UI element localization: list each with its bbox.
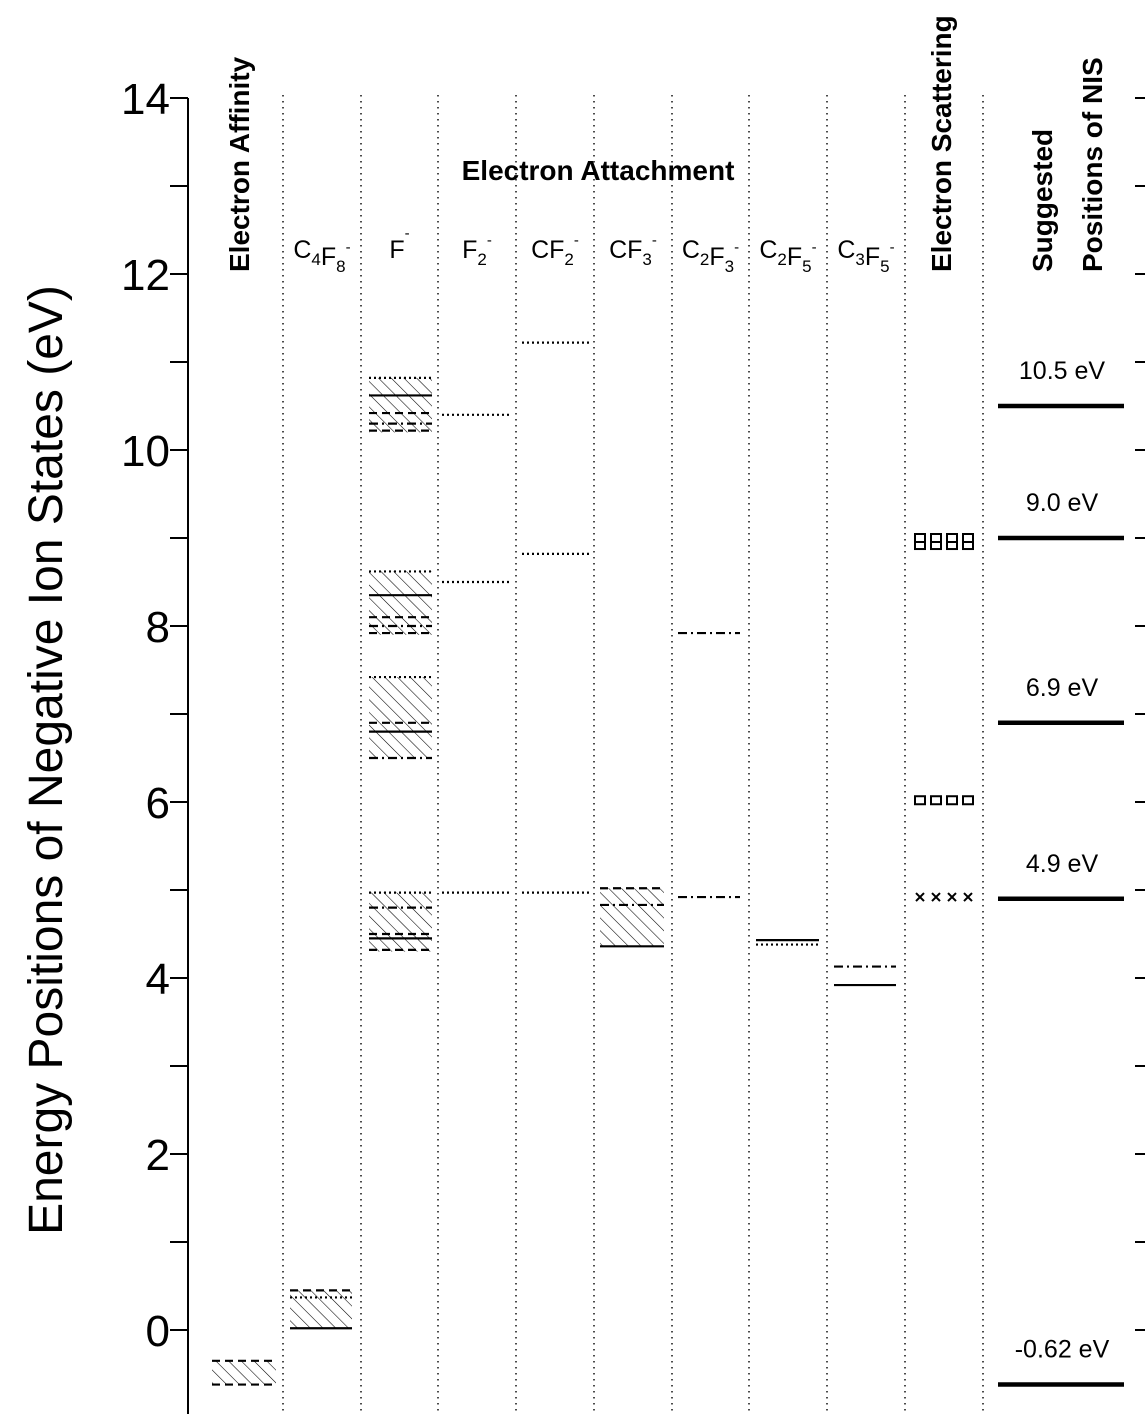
nis-value-label: 6.9 eV	[1026, 674, 1099, 702]
scattering-cross-marker	[947, 892, 957, 902]
hatched-band-f	[369, 571, 432, 635]
y-tick-label: 6	[146, 779, 170, 828]
column-label-c2f5: C2F5-	[759, 236, 816, 276]
level-marks	[212, 341, 1124, 1387]
scattering-cross-marker	[915, 892, 925, 902]
scattering-cross-marker	[963, 892, 973, 902]
hatched-band-f	[369, 892, 432, 952]
hatched-band-c4f8	[290, 1290, 352, 1329]
text-labels: 0 2 4 6 8 10 12 14 Energy Positions of Negative …	[20, 15, 1110, 1363]
scattering-square-marker	[930, 533, 942, 543]
column-label-affinity: Electron Affinity	[224, 56, 255, 272]
y-axis-title: Energy Positions of Negative Ion States …	[20, 285, 73, 1235]
column-label-f: F-	[389, 225, 409, 264]
y-tick-label: 12	[121, 251, 170, 300]
column-label-c3f5: C3F5-	[837, 236, 894, 276]
column-label-cf3: CF3-	[609, 232, 657, 269]
scattering-square-marker	[962, 533, 974, 543]
nis-value-label: 4.9 eV	[1026, 850, 1099, 878]
nis-value-label: 9.0 eV	[1026, 489, 1099, 517]
y-tick-label: 2	[146, 1131, 170, 1180]
y-tick-label: 8	[146, 603, 170, 652]
column-label-f2: F2-	[462, 232, 492, 269]
nis-value-label: 10.5 eV	[1019, 357, 1106, 385]
nis-value-label: -0.62 eV	[1015, 1336, 1110, 1364]
column-dividers	[282, 95, 984, 1414]
scattering-square-marker	[946, 795, 958, 806]
hatched-band-affinity	[212, 1360, 276, 1385]
hatched-band-cf3	[600, 888, 664, 947]
scattering-cross-marker	[931, 892, 941, 902]
y-tick-label: 0	[146, 1307, 170, 1356]
hatched-band-f	[369, 677, 432, 758]
column-label-c4f8: C4F8-	[293, 236, 350, 276]
y-tick-label: 10	[121, 427, 170, 476]
column-label-scatter: Electron Scattering	[926, 15, 957, 272]
hatched-band-f	[369, 377, 432, 433]
group-header: Electron Attachment	[462, 155, 735, 186]
scattering-square-marker	[914, 795, 926, 806]
scattering-square-marker	[930, 795, 942, 806]
column-label-nis: Suggested	[1027, 129, 1058, 272]
scattering-square-marker	[914, 533, 926, 543]
scattering-square-marker	[962, 795, 974, 806]
scattering-square-marker	[946, 533, 958, 543]
column-label-c2f3: C2F3-	[682, 236, 739, 276]
y-tick-label: 14	[121, 75, 170, 124]
column-label-cf2: CF2-	[531, 232, 579, 269]
column-label-nis: Positions of NIS	[1077, 57, 1108, 272]
y-tick-label: 4	[146, 955, 170, 1004]
axes-layer	[170, 97, 1145, 1414]
